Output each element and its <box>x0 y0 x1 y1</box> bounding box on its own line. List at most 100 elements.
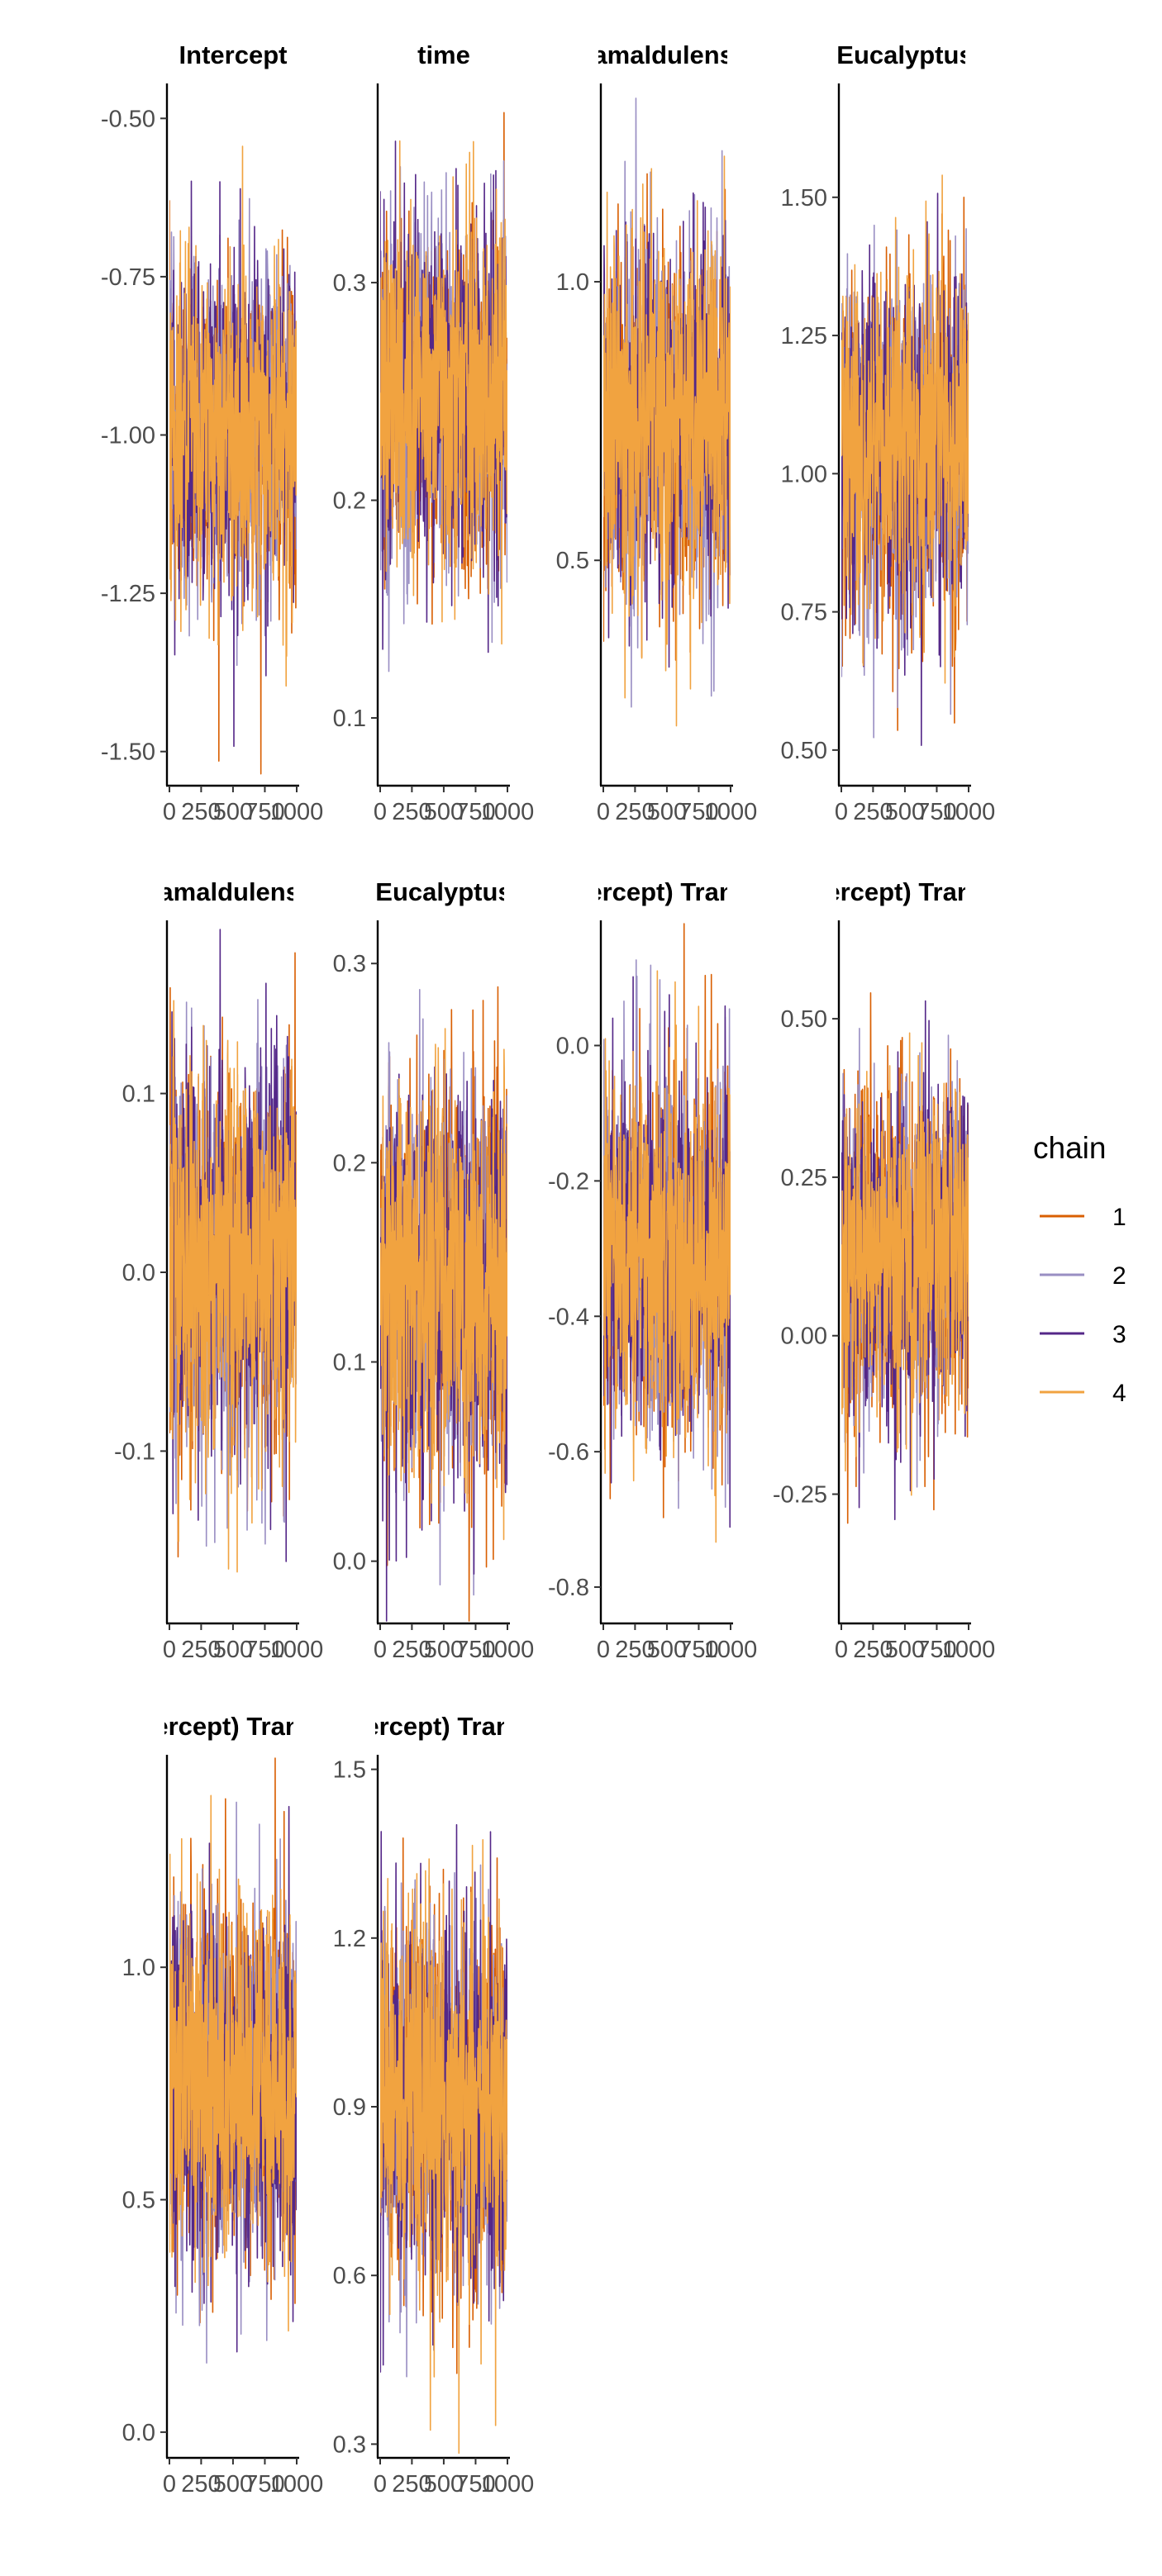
legend-label: 2 <box>1112 1262 1126 1290</box>
x-tick-label: 500 <box>647 799 687 825</box>
x-tick-label: 1000 <box>270 1637 324 1663</box>
chain-4-trace <box>169 1000 297 1573</box>
y-tick-label: 0.1 <box>333 706 366 732</box>
x-tick-label: 750 <box>455 1637 495 1663</box>
trace-panel: Intercept -1.50 -1.25 -1.00 -0.75 -0.50 0 25050… <box>101 40 323 825</box>
y-tick-label: 1.00 <box>781 461 827 487</box>
y-tick-label: 0.1 <box>122 1081 155 1108</box>
legend-item-2: 2 <box>1040 1262 1126 1290</box>
chain-legend: chain 1 2 3 4 <box>1033 1131 1126 1407</box>
legend-item-1: 1 <box>1040 1204 1126 1231</box>
y-tick-label: -1.00 <box>101 423 155 449</box>
x-tick-label: 750 <box>455 2471 495 2498</box>
legend-item-4: 4 <box>1040 1380 1126 1407</box>
y-tick-label: 0.75 <box>781 600 827 626</box>
y-tick-label: 1.2 <box>333 1926 366 1952</box>
y-tick-label: -0.1 <box>114 1438 155 1465</box>
y-tick-label: 0.2 <box>333 488 366 515</box>
legend-item-3: 3 <box>1040 1321 1126 1348</box>
y-tick-label: 0.3 <box>333 270 366 297</box>
legend-title: chain <box>1033 1131 1106 1165</box>
y-tick-label: 0.5 <box>556 548 589 574</box>
panel-title: (Intercept) Transect <box>548 877 786 906</box>
y-tick-label: 0.0 <box>122 2420 155 2446</box>
x-tick-label: 750 <box>917 799 956 825</box>
y-tick-label: 0.6 <box>333 2263 366 2289</box>
trace-lines <box>841 991 969 1524</box>
y-tick-label: 0.0 <box>122 1260 155 1286</box>
x-tick-label: 500 <box>647 1637 687 1663</box>
chain-4-trace <box>603 970 731 1543</box>
chain-4-trace <box>603 155 731 727</box>
chain-4-trace <box>380 1838 507 2455</box>
y-tick-label: 0.1 <box>333 1350 366 1376</box>
trace-panel: (Intercept) Transect 0.3 0.6 0.9 1.2 1.5 0 2505… <box>333 1712 535 2498</box>
chain-4-trace <box>841 1032 969 1496</box>
panel-title: (Intercept) Transect <box>114 1712 352 1741</box>
trace-lines <box>603 923 731 1543</box>
x-tick-label: 500 <box>213 1637 253 1663</box>
y-tick-label: -0.8 <box>548 1575 589 1601</box>
y-tick-label: 1.25 <box>781 323 827 349</box>
x-tick-label: 750 <box>679 1637 718 1663</box>
x-tick-label: 500 <box>885 799 925 825</box>
x-tick-label: 250 <box>392 799 431 825</box>
y-tick-label: 0.0 <box>333 1549 366 1576</box>
x-tick-label: 500 <box>213 2471 253 2498</box>
y-tick-label: 0.2 <box>333 1150 366 1176</box>
x-tick-label: 250 <box>392 2471 431 2498</box>
x-tick-label: 0 <box>374 1637 387 1663</box>
x-tick-label: 1000 <box>942 799 996 825</box>
x-tick-label: 250 <box>181 1637 221 1663</box>
y-tick-label: 1.0 <box>556 269 589 296</box>
y-tick-label: 0.00 <box>781 1324 827 1350</box>
trace-lines <box>380 112 507 673</box>
panel-title: Intercept <box>179 40 288 69</box>
chain-4-trace <box>841 174 969 684</box>
chain-4-trace <box>380 1028 507 1541</box>
y-tick-label: -1.50 <box>101 739 155 766</box>
y-tick-label: -0.2 <box>548 1168 589 1195</box>
x-tick-label: 1000 <box>481 1637 535 1663</box>
y-tick-label: 0.9 <box>333 2094 366 2121</box>
y-tick-label: 0.0 <box>556 1033 589 1059</box>
x-tick-label: 250 <box>392 1637 431 1663</box>
trace-panel: (Intercept) Transect -0.25 0.00 0.25 0.50 0 25… <box>773 877 1024 1663</box>
x-tick-label: 750 <box>679 799 718 825</box>
x-tick-label: 1000 <box>270 799 324 825</box>
x-tick-label: 1000 <box>270 2471 324 2498</box>
panel-title: camaldulensis <box>579 40 755 69</box>
trace-lines <box>380 1823 507 2455</box>
trace-lines <box>841 174 969 746</box>
y-tick-label: 0.5 <box>122 2188 155 2214</box>
x-tick-label: 750 <box>245 1637 284 1663</box>
trace-lines <box>169 145 297 775</box>
x-tick-label: 0 <box>163 799 176 825</box>
trace-panel: (Intercept) Transect 0.0 0.5 1.0 0 2505007501… <box>114 1712 352 2498</box>
x-tick-label: 250 <box>615 1637 655 1663</box>
trace-lines <box>380 986 507 1622</box>
x-tick-label: 0 <box>163 1637 176 1663</box>
x-tick-label: 500 <box>424 799 464 825</box>
y-tick-label: 0.25 <box>781 1165 827 1191</box>
x-tick-label: 0 <box>374 2471 387 2498</box>
x-tick-label: 250 <box>615 799 655 825</box>
y-tick-label: 0.50 <box>781 1006 827 1033</box>
y-tick-label: 0.3 <box>333 951 366 977</box>
y-tick-label: 0.3 <box>333 2431 366 2458</box>
x-tick-label: 0 <box>835 1637 848 1663</box>
panel-title: camaldulensis <box>145 877 321 906</box>
x-tick-label: 0 <box>835 799 848 825</box>
chain-4-trace <box>169 1794 297 2332</box>
panel-title: (Intercept) Transect <box>786 877 1024 906</box>
x-tick-label: 1000 <box>704 799 758 825</box>
legend-label: 1 <box>1112 1204 1126 1231</box>
x-tick-label: 500 <box>213 799 253 825</box>
x-tick-label: 250 <box>181 2471 221 2498</box>
trace-panels: Intercept-1.50-1.25-1.00-0.75-0.500 25050… <box>101 40 1024 2498</box>
chain-4-trace <box>380 140 507 645</box>
